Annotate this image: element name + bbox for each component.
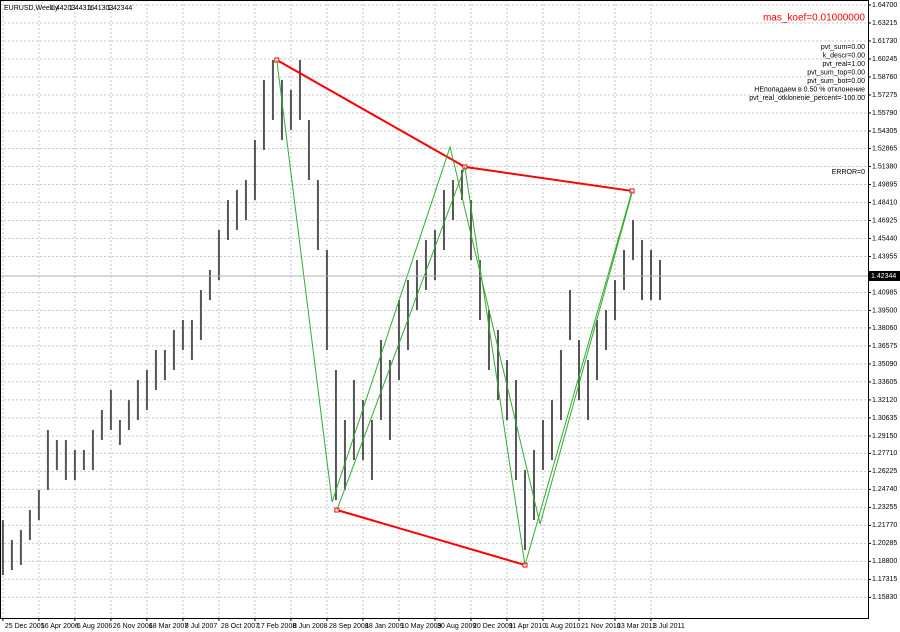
info-line: k_descr=0.00 [823,52,865,59]
y-tick-label: 1.36575 [872,343,897,350]
info-line: pvt_sum_bot=0.00 [807,78,865,85]
y-tick-label: 1.46925 [872,217,897,224]
symbol: EURUSD,Weekly [4,5,59,12]
y-tick-label: 1.45440 [872,235,897,242]
y-tick-label: 1.27710 [872,450,897,457]
pivot-line [336,509,526,566]
y-tick-label: 1.60245 [872,56,897,63]
info-line: pvt_sum_top=0.00 [807,69,865,76]
info-line: НЕпопадаем в 0.50 % отклонение [754,86,865,93]
y-tick-label: 1.32120 [872,397,897,404]
x-tick-label: 25 Dec 2005 [5,623,45,630]
y-tick-label: 1.23255 [872,504,897,511]
x-tick-label: 17 Feb 2008 [257,623,296,630]
x-tick-label: 26 Nov 2006 [113,623,153,630]
high: 1.44316 [69,5,94,12]
y-tick-label: 1.52865 [872,145,897,152]
y-tick-label: 1.43955 [872,253,897,260]
open: 1.44203 [50,5,75,12]
y-tick-label: 1.26225 [872,468,897,475]
y-tick-label: 1.51380 [872,163,897,170]
mas-koef: mas_koef=0.01000000 [763,13,865,24]
info-line: pvt_real_otklonenie_percent=-100.00 [749,95,865,102]
y-tick-label: 1.48410 [872,199,897,206]
low: 1.41303 [88,5,113,12]
x-tick-label: 8 Jul 2007 [185,623,217,630]
x-tick-label: 16 Apr 2006 [41,623,79,630]
pivot-line [276,59,633,525]
y-tick-label: 1.15830 [872,594,897,601]
x-tick-label: 18 Mar 2007 [149,623,188,630]
y-tick-label: 1.64700 [872,2,897,9]
plot [0,57,868,576]
x-tick-label: 3 Jul 2011 [653,623,685,630]
x-tick-label: 13 Mar 2011 [617,623,656,630]
y-tick-label: 1.18800 [872,558,897,565]
y-tick-label: 1.40985 [872,289,897,296]
y-tick-label: 1.29150 [872,433,897,440]
info-line: pvt_sum=0.00 [821,44,865,51]
x-tick-label: 6 Aug 2006 [77,623,113,630]
y-tick-label: 1.33605 [872,379,897,386]
y-tick-label: 1.17315 [872,576,897,583]
y-tick-label: 1.63215 [872,20,897,27]
x-tick-label: 1 Aug 2010 [545,623,581,630]
x-tick-label: 8 Jun 2008 [293,623,328,630]
x-tick-label: 20 Dec 2009 [473,623,513,630]
x-tick-label: 11 Apr 2010 [509,623,546,630]
pivot-line [336,164,633,566]
y-tick-label: 1.61730 [872,38,897,45]
y-tick-label: 1.39500 [872,307,897,314]
header: EURUSD,Weekly 1.44203 1.44316 1.41303 1.… [4,5,132,12]
x-tick-label: 10 May 2009 [401,623,442,630]
x-tick-label: 18 Jan 2009 [365,623,404,630]
y-tick-label: 1.35090 [872,361,897,368]
y-tick-label: 1.30635 [872,415,897,422]
y-tick-label: 1.20285 [872,540,897,547]
y-tick-label: 1.58760 [872,74,897,81]
x-tick-label: 21 Nov 2010 [581,623,621,630]
current-price-label: 1.42344 [871,273,896,280]
y-tick-label: 1.55790 [872,110,897,117]
y-tick-label: 1.49895 [872,181,897,188]
x-tick-label: 30 Aug 2009 [437,623,476,630]
y-tick-label: 1.24740 [872,486,897,493]
error: ERROR=0 [832,169,865,176]
close: 1.42344 [107,5,132,12]
x-tick-label: 28 Sep 2008 [329,623,369,630]
y-tick-label: 1.21770 [872,522,897,529]
y-tick-label: 1.38060 [872,325,897,332]
y-tick-label: 1.57275 [872,92,897,99]
x-tick-label: 28 Oct 2007 [221,623,259,630]
y-tick-label: 1.54305 [872,128,897,135]
current-price-box [869,270,900,281]
info-line: pvt_real=1.00 [822,61,865,68]
